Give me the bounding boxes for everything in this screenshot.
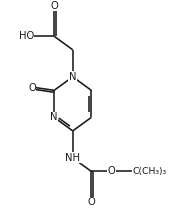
Text: N: N [69,72,76,82]
Text: HO: HO [19,31,34,41]
Text: O: O [28,83,36,93]
Text: N: N [50,112,58,122]
Text: O: O [108,166,116,176]
Text: NH: NH [65,153,80,163]
Text: O: O [87,197,95,207]
Text: C(CH₃)₃: C(CH₃)₃ [132,167,166,176]
Text: O: O [50,1,58,11]
